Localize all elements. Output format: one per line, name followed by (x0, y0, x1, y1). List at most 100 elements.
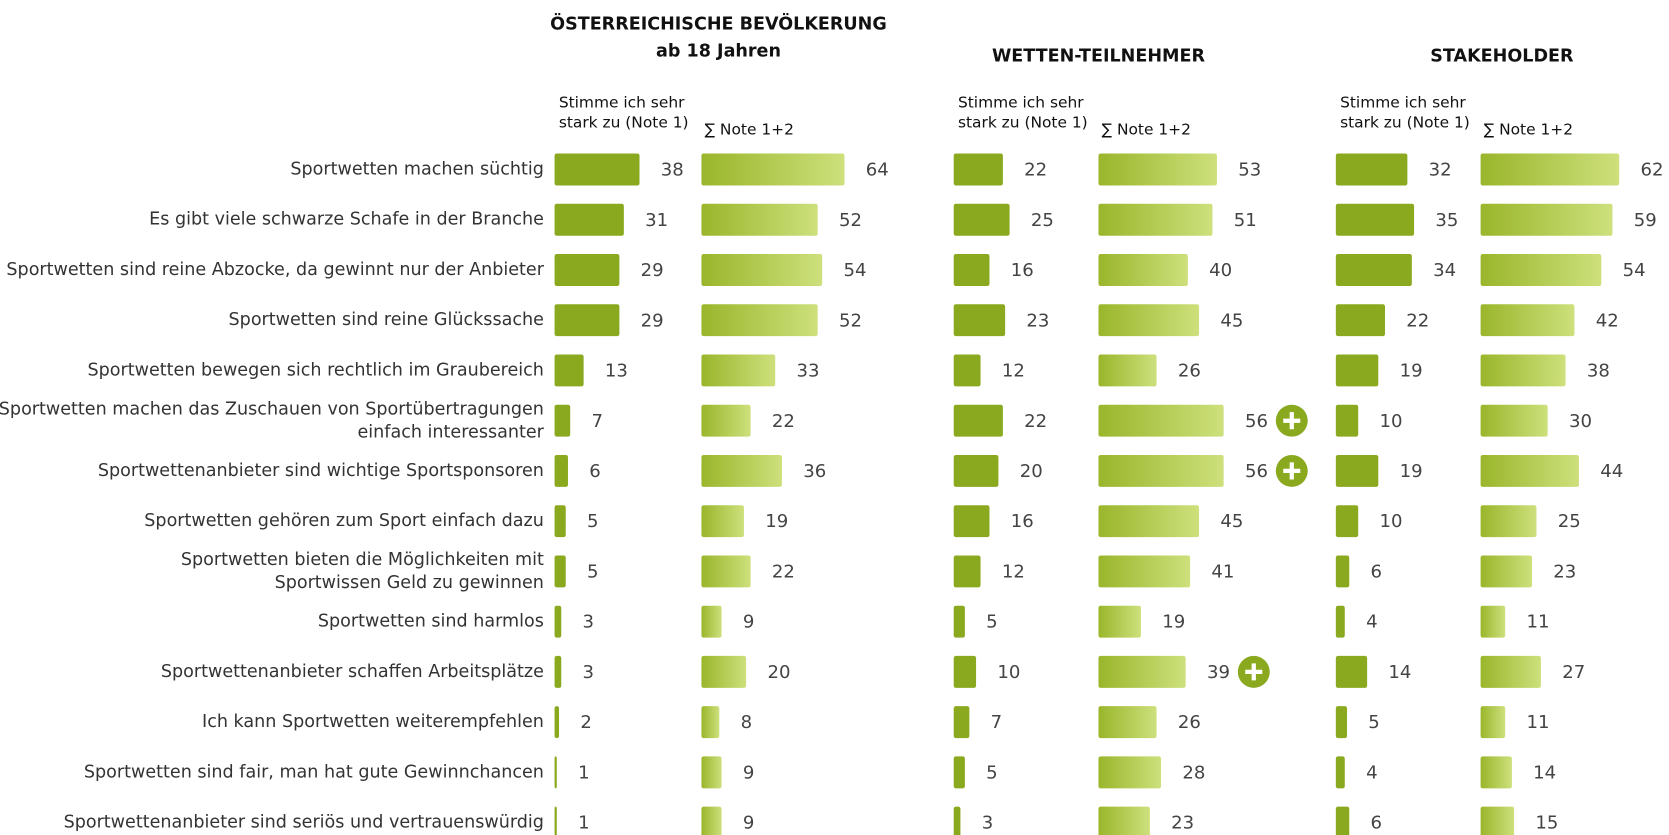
category-label: Sportwetten sind fair, man hat gute Gewi… (84, 762, 544, 782)
value-label: 59 (1634, 210, 1657, 231)
value-label: 34 (1433, 260, 1456, 281)
legend-label: ∑ Note 1+2 (705, 121, 794, 139)
bar (953, 354, 981, 387)
bar (953, 706, 970, 739)
bar (953, 454, 999, 487)
value-label: 22 (1406, 310, 1429, 331)
value-label: 9 (743, 762, 755, 783)
value-label: 32 (1429, 160, 1452, 181)
bar (1335, 505, 1359, 538)
bar (701, 756, 722, 789)
bar (1098, 605, 1141, 638)
value-label: 56 (1245, 411, 1268, 432)
value-label: 16 (1011, 260, 1034, 281)
bar (701, 706, 720, 739)
value-label: 3 (583, 612, 595, 633)
bar (1098, 655, 1186, 688)
bar (1480, 756, 1512, 789)
category-label: Sportwetten sind harmlos (318, 612, 544, 632)
value-label: 29 (641, 310, 664, 331)
value-label: 5 (587, 561, 599, 582)
value-label: 7 (991, 712, 1003, 733)
bar (1098, 304, 1200, 337)
bar (1480, 706, 1506, 739)
bar (554, 203, 624, 236)
bar (554, 605, 562, 638)
legend-label: ∑ Note 1+2 (1102, 121, 1191, 139)
value-label: 23 (1553, 561, 1576, 582)
panel-title: STAKEHOLDER (1430, 47, 1574, 67)
bar (953, 254, 990, 286)
bar (1335, 756, 1345, 789)
bar (1480, 655, 1541, 688)
value-label: 19 (1400, 461, 1423, 482)
value-label: 26 (1178, 712, 1201, 733)
panel-title: ÖSTERREICHISCHE BEVÖLKERUNG (550, 13, 887, 35)
value-label: 29 (641, 260, 664, 281)
value-label: 10 (997, 662, 1020, 683)
legend-label: Stimme ich sehr stark zu (Note 1) (1340, 93, 1470, 131)
bar (1335, 153, 1408, 186)
bar (701, 404, 751, 437)
bar (953, 203, 1010, 236)
value-label: 9 (743, 813, 755, 834)
category-label: Sportwetten gehören zum Sport einfach da… (144, 511, 544, 531)
bar (953, 404, 1003, 437)
category-label: Sportwetten sind reine Abzocke, da gewin… (6, 260, 544, 280)
value-label: 11 (1526, 612, 1549, 633)
legend-label: Stimme ich sehr stark zu (Note 1) (958, 93, 1088, 131)
value-label: 52 (839, 210, 862, 231)
bar (1335, 354, 1379, 387)
bar (1335, 254, 1412, 286)
bar (953, 555, 981, 588)
value-label: 53 (1238, 160, 1261, 181)
value-label: 6 (1371, 813, 1383, 834)
bar (701, 655, 747, 688)
value-label: 10 (1379, 511, 1402, 532)
value-label: 28 (1182, 762, 1205, 783)
value-label: 16 (1011, 511, 1034, 532)
value-label: 5 (986, 612, 998, 633)
highlight-plus (1283, 412, 1301, 430)
value-label: 23 (1171, 813, 1194, 834)
panel-title: WETTEN-TEILNEHMER (992, 47, 1206, 67)
bar (1098, 555, 1191, 588)
category-label: Sportwetten bieten die Möglichkeiten mit… (181, 550, 544, 593)
bar (1098, 806, 1150, 835)
bar (554, 254, 620, 286)
value-label: 14 (1533, 762, 1556, 783)
bar (554, 505, 566, 538)
bar (1480, 203, 1613, 236)
value-label: 7 (591, 411, 603, 432)
bar (1480, 304, 1575, 337)
legend-label: Stimme ich sehr stark zu (Note 1) (559, 93, 689, 131)
bar (1335, 304, 1386, 337)
value-label: 42 (1596, 310, 1619, 331)
value-label: 30 (1569, 411, 1592, 432)
bar (554, 454, 568, 487)
bar (1480, 605, 1506, 638)
bar (701, 254, 823, 286)
value-label: 26 (1178, 361, 1201, 382)
value-label: 12 (1002, 561, 1025, 582)
bar (554, 756, 557, 789)
bar (1098, 153, 1217, 186)
category-label: Es gibt viele schwarze Schafe in der Bra… (149, 210, 544, 230)
value-label: 19 (1400, 361, 1423, 382)
bar (701, 806, 722, 835)
value-label: 33 (797, 361, 820, 382)
value-label: 35 (1435, 210, 1458, 231)
value-label: 2 (580, 712, 592, 733)
value-label: 36 (803, 461, 826, 482)
value-label: 39 (1207, 662, 1230, 683)
bar (1480, 254, 1602, 286)
bar (1480, 404, 1548, 437)
bar (1480, 555, 1533, 588)
value-label: 1 (578, 813, 590, 834)
value-label: 45 (1220, 310, 1243, 331)
value-label: 45 (1220, 511, 1243, 532)
bar (1335, 404, 1359, 437)
value-label: 25 (1031, 210, 1054, 231)
bar (1098, 505, 1200, 538)
value-label: 20 (767, 662, 790, 683)
